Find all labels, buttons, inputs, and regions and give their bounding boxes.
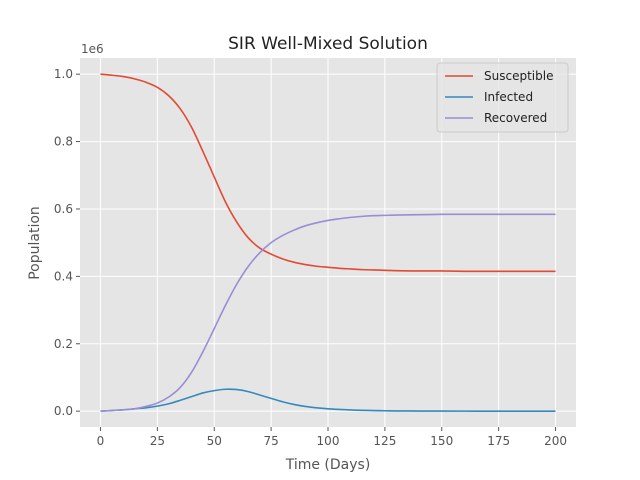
y-axis-label: Population <box>27 206 43 280</box>
series-line-susceptible <box>100 73 556 273</box>
chart-title: SIR Well-Mixed Solution <box>228 34 428 54</box>
x-tick-label: 0 <box>97 434 105 448</box>
y-tick-label: 0.6 <box>54 202 73 216</box>
legend-label-recovered: Recovered <box>484 111 547 125</box>
legend-label-infected: Infected <box>484 90 533 104</box>
y-tick-label: 0.4 <box>54 269 73 283</box>
x-axis-ticks: 0 25 50 75 100 125 150 175 200 <box>97 427 567 448</box>
x-tick-label: 200 <box>544 434 567 448</box>
x-axis-label: Time (Days) <box>285 457 371 473</box>
x-tick-label: 150 <box>430 434 453 448</box>
series-line-recovered <box>100 213 556 412</box>
legend: Susceptible Infected Recovered <box>436 62 569 133</box>
legend-box <box>436 62 569 133</box>
x-tick-label: 175 <box>487 434 510 448</box>
y-tick-label: 0.8 <box>54 135 73 149</box>
y-tick-label: 0.2 <box>54 337 73 351</box>
y-tick-label: 0.0 <box>54 404 73 418</box>
series-line-infected <box>100 388 556 412</box>
y-tick-label: 1.0 <box>54 67 73 81</box>
y-axis-scale-label: 1e6 <box>81 42 104 56</box>
x-tick-label: 75 <box>263 434 278 448</box>
x-tick-label: 50 <box>207 434 222 448</box>
series-layer <box>100 73 556 412</box>
legend-label-susceptible: Susceptible <box>484 69 553 83</box>
x-tick-label: 125 <box>373 434 396 448</box>
y-axis-ticks: 0.0 0.2 0.4 0.6 0.8 1.0 <box>54 67 80 418</box>
x-tick-label: 25 <box>150 434 165 448</box>
legend-items: Susceptible Infected Recovered <box>445 69 553 125</box>
x-tick-label: 100 <box>317 434 340 448</box>
